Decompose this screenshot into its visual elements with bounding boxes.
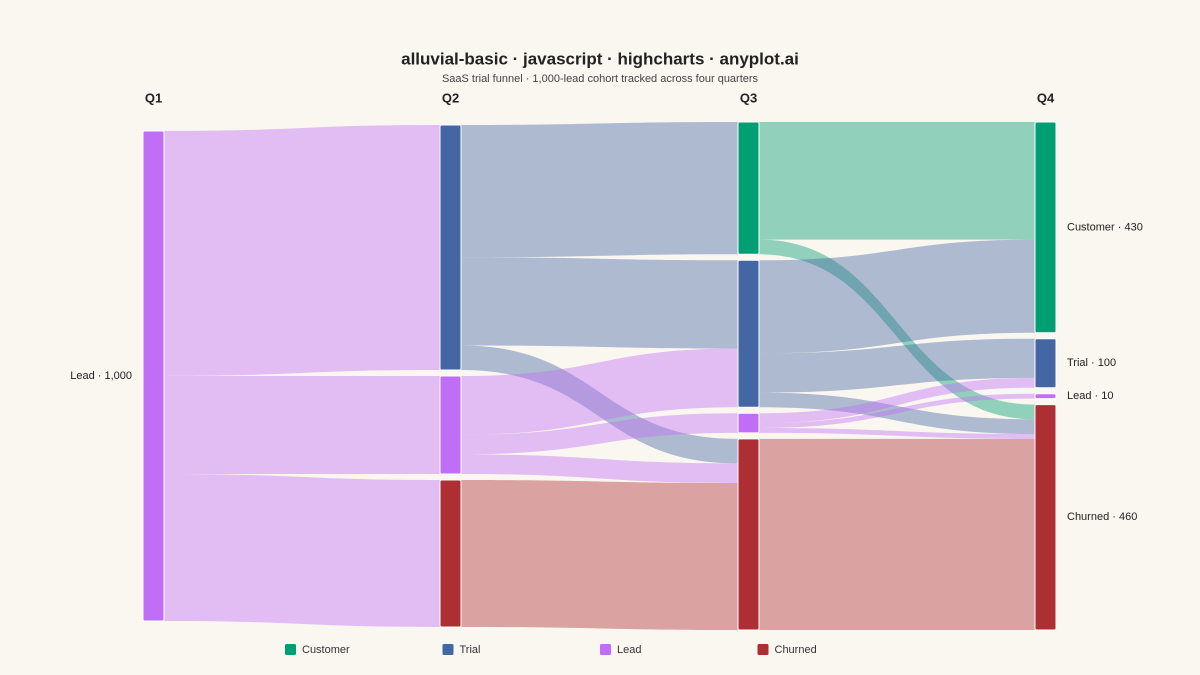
legend-label: Lead (617, 644, 641, 656)
node (439, 375, 462, 475)
links (164, 122, 1035, 630)
column-header: Q4 (1037, 90, 1055, 105)
flow (759, 393, 1035, 428)
flow (759, 377, 1035, 424)
flow (759, 428, 1035, 439)
flow (759, 239, 1035, 420)
flow (461, 257, 738, 349)
node (1034, 121, 1057, 334)
flow (759, 338, 1035, 393)
flow (461, 454, 738, 483)
column-header: Q3 (740, 90, 757, 105)
node (1034, 404, 1057, 631)
node-label: Customer · 430 (1067, 221, 1143, 233)
flow (164, 474, 440, 627)
node (737, 259, 760, 408)
legend-label: Customer (302, 644, 350, 656)
flow (759, 438, 1035, 630)
column-header: Q2 (442, 90, 459, 105)
column-header: Q1 (145, 90, 162, 105)
node (1034, 393, 1057, 400)
node (737, 438, 760, 631)
node-label: Trial · 100 (1067, 357, 1116, 369)
node-label: Lead · 1,000 (70, 370, 132, 382)
legend-swatch (600, 644, 611, 655)
legend-swatch (285, 644, 296, 655)
legend-swatch (442, 644, 454, 655)
node (439, 479, 462, 628)
node (439, 124, 462, 371)
chart-title: alluvial-basic · javascript · highcharts… (401, 49, 799, 68)
flow (461, 122, 738, 258)
flow (759, 392, 1035, 434)
flow (164, 376, 440, 474)
node (1034, 338, 1057, 389)
legend-label: Trial (460, 644, 481, 656)
flow (461, 413, 738, 455)
legend-swatch (757, 644, 769, 655)
legend-label: Churned (775, 644, 817, 656)
node-label: Lead · 10 (1067, 390, 1113, 402)
node (142, 130, 165, 622)
flow (461, 480, 738, 630)
flow (759, 239, 1035, 354)
node (737, 412, 760, 434)
flow (461, 345, 738, 464)
flow (461, 348, 738, 435)
node (737, 121, 760, 255)
flow (759, 122, 1035, 240)
chart-subtitle: SaaS trial funnel · 1,000-lead cohort tr… (442, 73, 759, 85)
node-label: Churned · 460 (1067, 511, 1137, 523)
flow (164, 125, 440, 376)
